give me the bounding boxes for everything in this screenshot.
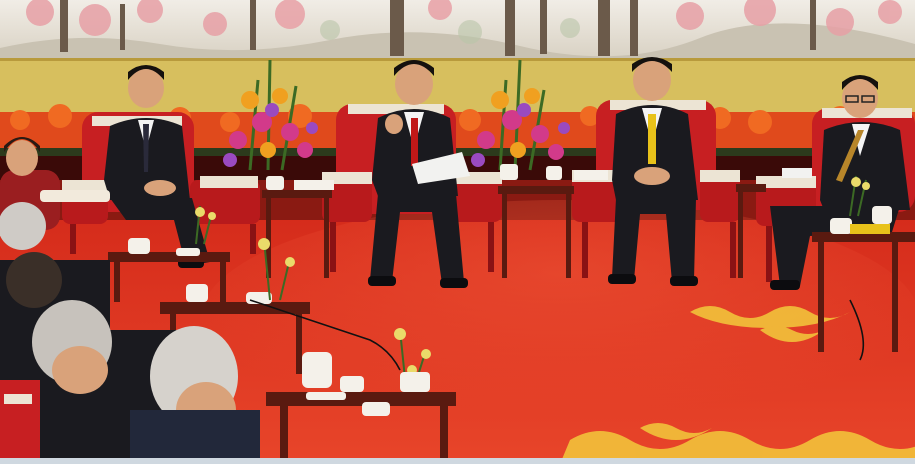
wall-mural [0,0,915,58]
person-3 [608,57,698,286]
flower-arrangement-left [223,59,318,171]
flower-arrangement-right [471,59,570,171]
table-right [812,175,915,352]
audience-left [0,137,260,464]
carpet-pattern [560,306,915,464]
bottom-edge [0,458,915,464]
person-1 [104,65,210,268]
side-tables [262,184,766,278]
microphone-cables [249,299,865,371]
tables-left [108,205,456,464]
person-4 [770,75,910,290]
person-2 [368,60,470,288]
